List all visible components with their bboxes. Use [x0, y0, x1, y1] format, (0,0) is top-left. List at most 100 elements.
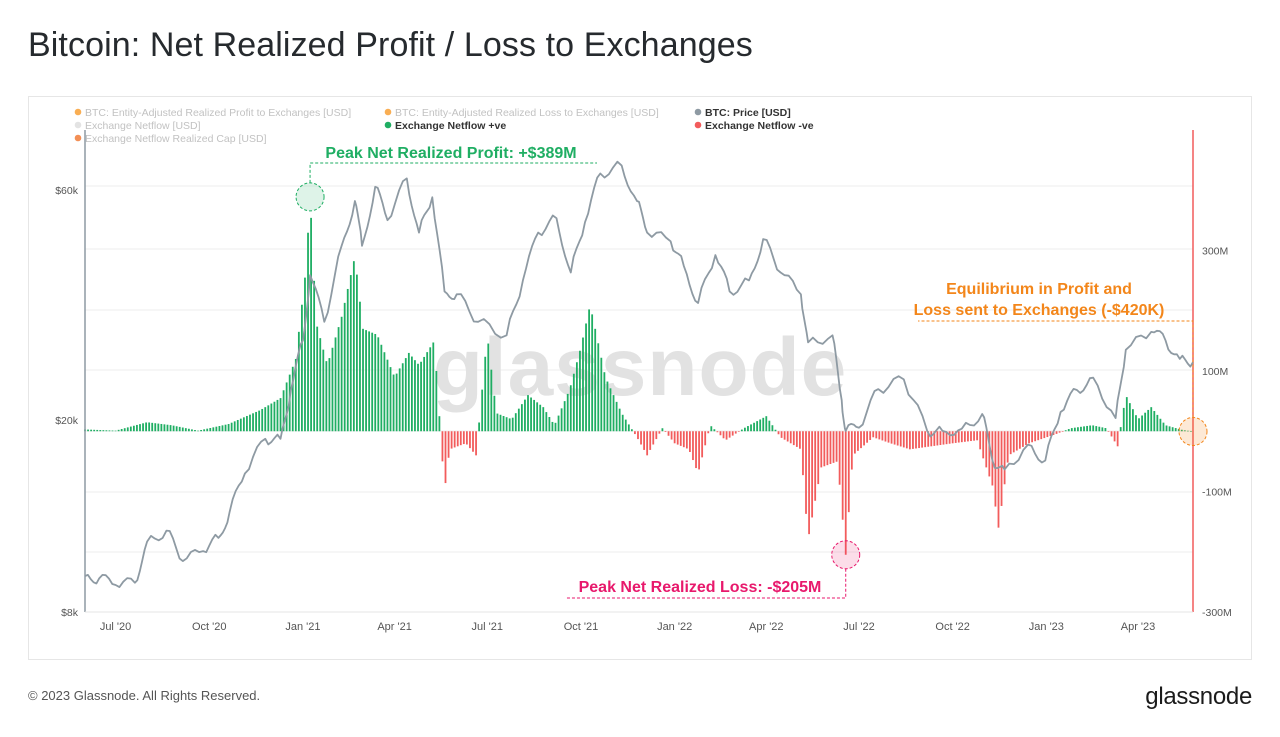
netflow-bar	[640, 431, 642, 445]
netflow-bar	[273, 401, 276, 432]
netflow-bar	[600, 357, 603, 432]
netflow-bar	[447, 431, 450, 458]
netflow-bar	[282, 390, 285, 432]
netflow-bar	[352, 261, 355, 432]
netflow-bar	[1089, 425, 1092, 432]
netflow-bar	[319, 338, 322, 432]
legend-item-label: Exchange Netflow [USD]	[85, 120, 201, 132]
netflow-bar	[1095, 426, 1098, 432]
netflow-bar	[181, 427, 184, 432]
netflow-bar	[637, 431, 639, 440]
peak-loss-marker	[831, 540, 861, 570]
netflow-bar	[1113, 431, 1116, 442]
x-tick-label: Oct '21	[564, 621, 599, 633]
netflow-bar	[634, 431, 636, 435]
netflow-bar	[386, 359, 389, 432]
netflow-bar	[505, 417, 508, 432]
netflow-bar	[499, 414, 502, 432]
netflow-bar	[175, 426, 178, 432]
netflow-bar	[285, 382, 288, 432]
netflow-bar	[1000, 431, 1003, 506]
netflow-bar	[1037, 431, 1040, 441]
netflow-bar	[197, 430, 199, 432]
netflow-bar	[1135, 415, 1137, 432]
netflow-bar	[976, 431, 979, 441]
netflow-bar	[1122, 407, 1125, 432]
netflow-bar	[664, 431, 667, 433]
right-tick-label: 100M	[1202, 366, 1228, 378]
netflow-bar	[456, 431, 459, 447]
netflow-bar	[814, 431, 817, 501]
netflow-bar	[655, 431, 658, 440]
left-tick-label: $8k	[61, 607, 79, 619]
netflow-bar	[973, 431, 975, 441]
netflow-bar	[389, 367, 392, 432]
netflow-bar	[652, 431, 655, 445]
netflow-bar	[624, 419, 627, 432]
netflow-bar	[459, 431, 462, 446]
netflow-bar	[1183, 430, 1186, 432]
netflow-bar	[371, 332, 374, 432]
netflow-bar	[1119, 427, 1122, 432]
netflow-bar	[820, 431, 823, 468]
netflow-bar	[841, 431, 844, 520]
netflow-bar	[123, 428, 126, 432]
legend-marker	[694, 108, 702, 116]
netflow-bar	[725, 431, 728, 440]
right-tick-label: 300M	[1202, 246, 1228, 258]
netflow-bar	[594, 328, 597, 432]
netflow-bar	[905, 431, 908, 449]
netflow-bar	[612, 395, 615, 432]
netflow-bar	[896, 431, 899, 446]
netflow-bar	[597, 343, 600, 432]
netflow-bar	[450, 431, 453, 449]
netflow-bar	[1055, 431, 1058, 434]
netflow-bar	[713, 429, 716, 432]
netflow-bar	[630, 429, 633, 432]
netflow-bar	[569, 385, 572, 432]
netflow-bar	[985, 431, 988, 468]
netflow-bar	[227, 424, 230, 432]
netflow-bar	[695, 431, 697, 469]
netflow-bar	[582, 337, 584, 432]
netflow-bar	[1028, 431, 1030, 444]
netflow-bar	[780, 431, 783, 438]
netflow-bar	[362, 328, 364, 432]
netflow-bar	[453, 431, 456, 448]
x-tick-label: Apr '21	[377, 621, 412, 633]
netflow-bar	[575, 362, 578, 432]
netflow-bar	[835, 431, 838, 462]
netflow-bar	[774, 429, 777, 432]
netflow-bar	[728, 431, 731, 438]
netflow-bar	[1058, 431, 1061, 433]
netflow-bar	[853, 431, 856, 454]
netflow-bar	[383, 352, 386, 432]
netflow-bar	[270, 403, 273, 432]
netflow-bar	[719, 431, 722, 436]
netflow-bar	[148, 422, 151, 432]
netflow-bar	[1162, 422, 1165, 432]
netflow-bar	[805, 431, 807, 514]
legend-marker	[74, 121, 82, 129]
netflow-bar	[1125, 397, 1128, 432]
netflow-bar	[799, 431, 801, 449]
x-tick-label: Jul '21	[472, 621, 503, 633]
netflow-bar	[658, 431, 661, 434]
x-tick-label: Jan '21	[285, 621, 320, 633]
netflow-bar	[557, 415, 560, 432]
netflow-bar	[340, 316, 343, 432]
netflow-bar	[673, 431, 676, 444]
netflow-bar	[768, 420, 771, 432]
netflow-bar	[313, 280, 316, 432]
netflow-bar	[398, 368, 401, 432]
netflow-bar	[218, 426, 221, 432]
netflow-bar	[792, 431, 795, 446]
netflow-bar	[1116, 431, 1119, 447]
netflow-bar	[554, 422, 557, 432]
netflow-bar	[117, 429, 120, 432]
netflow-bar	[487, 343, 490, 432]
netflow-bar	[740, 429, 743, 432]
netflow-bar	[945, 431, 948, 445]
right-tick-label: -100M	[1202, 487, 1232, 499]
netflow-bar	[404, 358, 407, 432]
